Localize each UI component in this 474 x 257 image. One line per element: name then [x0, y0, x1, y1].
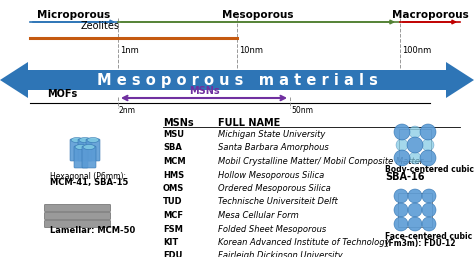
Text: Mesa Cellular Form: Mesa Cellular Form	[218, 211, 299, 220]
Circle shape	[394, 124, 410, 140]
Text: MSNs: MSNs	[163, 118, 193, 128]
Ellipse shape	[79, 137, 91, 142]
Circle shape	[396, 139, 408, 151]
Text: MSNs: MSNs	[189, 86, 219, 96]
Circle shape	[394, 189, 408, 203]
Ellipse shape	[83, 144, 95, 150]
Text: M e s o p o r o u s   m a t e r i a l s: M e s o p o r o u s m a t e r i a l s	[97, 72, 377, 87]
Circle shape	[409, 126, 421, 138]
Text: 50nm: 50nm	[291, 106, 313, 115]
Circle shape	[408, 217, 422, 231]
Text: OMS: OMS	[163, 184, 184, 193]
Text: SBA: SBA	[163, 143, 182, 152]
Text: (Fm3m): FDU-12: (Fm3m): FDU-12	[385, 239, 456, 248]
Text: Santa Barbara Amorphous: Santa Barbara Amorphous	[218, 143, 329, 152]
Text: Michigan State University: Michigan State University	[218, 130, 325, 139]
Text: Face-centered cubic: Face-centered cubic	[385, 232, 472, 241]
FancyBboxPatch shape	[45, 205, 110, 212]
FancyBboxPatch shape	[45, 213, 110, 219]
FancyBboxPatch shape	[70, 139, 84, 161]
Circle shape	[394, 203, 408, 217]
Circle shape	[394, 150, 410, 166]
Text: MOFs: MOFs	[47, 89, 77, 99]
Text: Microporous: Microporous	[37, 10, 110, 20]
Circle shape	[422, 139, 434, 151]
FancyBboxPatch shape	[86, 139, 100, 161]
Text: MSU: MSU	[163, 130, 184, 139]
Text: KIT: KIT	[163, 238, 178, 247]
Text: 100nm: 100nm	[402, 46, 431, 55]
Text: Hexagonal (P6mm):: Hexagonal (P6mm):	[50, 172, 126, 181]
Text: MCF: MCF	[163, 211, 183, 220]
Circle shape	[394, 217, 408, 231]
FancyBboxPatch shape	[45, 221, 110, 227]
Polygon shape	[0, 62, 474, 98]
Text: MCM-41, SBA-15: MCM-41, SBA-15	[50, 178, 128, 187]
Text: SBA-16: SBA-16	[385, 172, 425, 182]
Text: Ordered Mesoporous Silica: Ordered Mesoporous Silica	[218, 184, 331, 193]
Text: Folded Sheet Mesoporous: Folded Sheet Mesoporous	[218, 225, 326, 234]
Text: 10nm: 10nm	[239, 46, 263, 55]
Text: Lamellar: MCM-50: Lamellar: MCM-50	[50, 226, 135, 235]
FancyBboxPatch shape	[74, 146, 88, 168]
Ellipse shape	[75, 144, 87, 150]
Text: Hollow Mesoporous Silica: Hollow Mesoporous Silica	[218, 170, 324, 179]
Text: MCM: MCM	[163, 157, 186, 166]
Text: Korean Advanced Institute of Technology: Korean Advanced Institute of Technology	[218, 238, 390, 247]
Text: 1nm: 1nm	[120, 46, 139, 55]
Circle shape	[408, 189, 422, 203]
Text: FSM: FSM	[163, 225, 183, 234]
Text: Mobil Crystalline Matter/ Mobil Composite Matter: Mobil Crystalline Matter/ Mobil Composit…	[218, 157, 423, 166]
Circle shape	[409, 152, 421, 164]
Text: Zeolites: Zeolites	[81, 21, 120, 31]
Circle shape	[407, 137, 423, 153]
Circle shape	[420, 150, 436, 166]
Circle shape	[422, 203, 436, 217]
Text: Mesoporous: Mesoporous	[222, 10, 294, 20]
Circle shape	[422, 189, 436, 203]
Ellipse shape	[87, 137, 99, 142]
Text: FDU: FDU	[163, 252, 182, 257]
FancyBboxPatch shape	[82, 146, 96, 168]
Text: Technische Universiteit Delft: Technische Universiteit Delft	[218, 197, 338, 207]
Text: TUD: TUD	[163, 197, 182, 207]
Text: 2nm: 2nm	[119, 106, 136, 115]
Text: FULL NAME: FULL NAME	[218, 118, 280, 128]
Text: HMS: HMS	[163, 170, 184, 179]
Text: Body-centered cubic:: Body-centered cubic:	[385, 165, 474, 174]
Text: Fairleigh Dickinson University: Fairleigh Dickinson University	[218, 252, 343, 257]
Ellipse shape	[71, 137, 83, 142]
Circle shape	[420, 124, 436, 140]
Circle shape	[408, 203, 422, 217]
FancyBboxPatch shape	[78, 139, 92, 161]
Circle shape	[422, 217, 436, 231]
Text: Macroporous: Macroporous	[392, 10, 468, 20]
